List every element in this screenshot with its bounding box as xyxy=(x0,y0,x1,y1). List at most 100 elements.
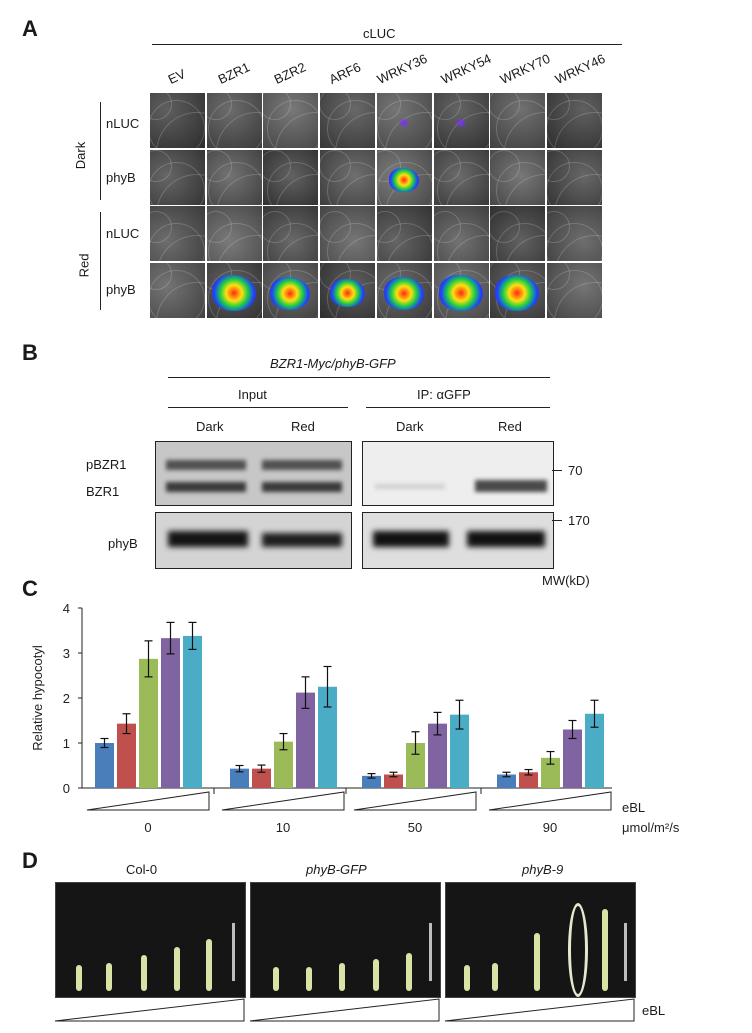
band-phyb-input-dark xyxy=(168,531,248,547)
leaf-vein xyxy=(208,270,262,318)
leaf-vein xyxy=(327,100,375,148)
luc-image-cell xyxy=(490,206,545,261)
blot-input-bzr1 xyxy=(155,441,352,506)
luc-image-cell xyxy=(207,93,262,148)
leaf-vein xyxy=(267,223,318,261)
leaf-vein xyxy=(496,223,545,261)
luciferase-signal xyxy=(439,275,483,311)
condition-dark-label: Dark xyxy=(73,141,89,170)
x-category-label: 50 xyxy=(408,820,422,835)
bar xyxy=(384,774,403,788)
mw-tick-170 xyxy=(552,520,562,521)
input-bracket xyxy=(168,407,348,408)
bar xyxy=(563,729,582,788)
leaf-vein xyxy=(267,100,318,148)
col-label-arf6: ARF6 xyxy=(326,59,364,87)
bar xyxy=(274,741,293,788)
bar xyxy=(95,743,114,788)
genotype-label-phyb-9: phyB-9 xyxy=(522,862,564,877)
band-phyb-input-red xyxy=(262,533,342,547)
genotype-label-col0: Col-0 xyxy=(126,862,158,877)
mw-label-170: 170 xyxy=(568,513,590,528)
band-bzr1-input-dark xyxy=(166,482,246,492)
band-label-pbzr1: pBZR1 xyxy=(86,457,127,472)
luciferase-signal xyxy=(495,275,539,311)
row-label-red-nluc: nLUC xyxy=(106,226,140,241)
leaf-vein xyxy=(208,100,262,148)
x-unit-label: μmol/m²/s xyxy=(622,820,680,835)
bar xyxy=(318,686,337,788)
luc-image-cell xyxy=(320,206,375,261)
luc-image-cell xyxy=(377,206,432,261)
ebl-gradient-triangle xyxy=(353,791,477,811)
x-category-label: 90 xyxy=(543,820,557,835)
seedling xyxy=(306,967,312,991)
leaf-vein xyxy=(377,223,432,261)
leaf-vein xyxy=(208,223,262,261)
leaf-vein xyxy=(377,162,432,205)
luc-image-cell xyxy=(547,150,602,205)
seedling xyxy=(373,959,379,991)
bar xyxy=(450,714,469,788)
bar xyxy=(139,658,158,788)
lane-label-ip-red: Red xyxy=(498,419,522,434)
seedling-photo-phyb-9 xyxy=(445,882,636,998)
y-tick-label: 4 xyxy=(63,601,70,616)
ebl-triangle-phyb-gfp xyxy=(249,998,440,1022)
luc-image-cell xyxy=(263,263,318,318)
bar xyxy=(252,768,271,788)
leaf-vein xyxy=(437,270,489,318)
row-label-red-phyb: phyB xyxy=(106,282,136,297)
col-label-bzr2: BZR2 xyxy=(271,59,309,87)
leaf-vein xyxy=(327,162,375,205)
ebl-label-panel-d: eBL xyxy=(642,1003,666,1018)
band-pbzr1-input-red xyxy=(262,460,342,470)
luc-image-cell xyxy=(434,263,489,318)
scale-bar xyxy=(232,923,235,981)
x-category-label: 10 xyxy=(276,820,290,835)
luc-image-cell xyxy=(547,93,602,148)
seedling xyxy=(602,909,608,991)
seedling xyxy=(206,939,212,991)
luciferase-signal xyxy=(383,276,425,310)
leaf-vein xyxy=(327,270,375,318)
luciferase-signal xyxy=(456,119,466,127)
panel-d-label: D xyxy=(22,848,38,873)
red-bracket xyxy=(100,212,101,310)
bar xyxy=(183,635,202,788)
ebl-label: eBL xyxy=(622,800,645,815)
y-tick-label: 3 xyxy=(63,646,70,661)
panel-a-label: A xyxy=(22,16,38,41)
luc-image-cell xyxy=(263,150,318,205)
luc-image-cell xyxy=(207,263,262,318)
leaf-vein xyxy=(496,100,545,148)
lane-label-ip-dark: Dark xyxy=(396,419,424,434)
leaf-vein xyxy=(547,270,602,318)
cluc-label: cLUC xyxy=(363,26,396,41)
lane-label-input-red: Red xyxy=(291,419,315,434)
ebl-gradient-triangle xyxy=(221,791,345,811)
leaf-vein xyxy=(377,270,432,318)
leaf-vein xyxy=(377,100,432,148)
ebl-triangle-col0 xyxy=(54,998,245,1022)
seedling xyxy=(106,963,112,991)
luc-image-cell xyxy=(547,263,602,318)
y-axis-label: Relative hypocotyl xyxy=(30,645,45,751)
luc-image-cell xyxy=(377,263,432,318)
lane-label-input-dark: Dark xyxy=(196,419,224,434)
genotype-label-phyb-gfp: phyB-GFP xyxy=(306,862,367,877)
mw-label-70: 70 xyxy=(568,463,583,478)
bar xyxy=(585,713,604,788)
leaf-vein xyxy=(547,223,602,261)
band-bzr1-input-red xyxy=(262,482,342,492)
blot-input-phyb xyxy=(155,512,352,569)
luc-image-cell xyxy=(207,150,262,205)
luc-image-cell xyxy=(207,206,262,261)
seedling xyxy=(534,933,540,991)
luc-image-cell xyxy=(150,263,205,318)
leaf-vein xyxy=(208,162,262,205)
seedling xyxy=(174,947,180,991)
col-label-wrky70: WRKY70 xyxy=(497,50,553,87)
leaf-vein xyxy=(437,223,489,261)
bar xyxy=(428,723,447,788)
